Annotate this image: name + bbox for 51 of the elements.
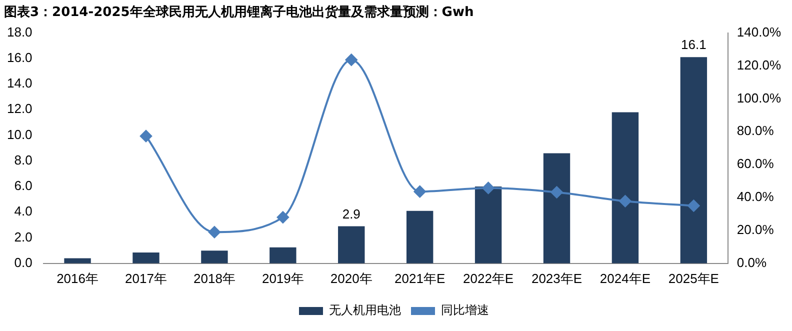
legend-label: 无人机用电池 — [329, 303, 401, 318]
point — [550, 186, 563, 198]
x-tick-label: 2022年E — [463, 270, 514, 286]
point — [482, 182, 494, 194]
chart-title: 图表3：2014-2025年全球民用无人机用锂离子电池出货量及需求量预测：Gwh — [4, 4, 474, 21]
y-tick-label: 18.0 — [6, 24, 32, 40]
x-tick-label: 2018年 — [193, 270, 236, 286]
x-tick-label: 2025年E — [668, 270, 720, 286]
bar — [680, 57, 708, 264]
data-label: 16.1 — [681, 37, 706, 52]
y2-tick-label: 140.0% — [736, 24, 782, 40]
point — [276, 211, 289, 224]
y-tick-label: 0.0 — [14, 254, 32, 270]
y2-tick-label: 120.0% — [736, 57, 782, 72]
x-tick-label: 2021年E — [394, 270, 446, 286]
point — [414, 186, 426, 198]
bar — [406, 210, 434, 264]
x-tick-label: 2017年 — [125, 270, 167, 286]
point — [345, 54, 358, 66]
x-tick-label: 2023年E — [531, 270, 582, 286]
y-tick-label: 12.0 — [6, 101, 32, 116]
y2-tick-label: 80.0% — [736, 123, 774, 138]
x-tick-label: 2024年E — [600, 270, 651, 286]
bar — [132, 252, 160, 264]
y2-tick-label: 20.0% — [736, 222, 774, 238]
bar — [474, 186, 502, 264]
x-tick-label: 2016年 — [56, 270, 98, 286]
bar — [270, 247, 296, 264]
bar — [612, 112, 639, 264]
point — [208, 226, 220, 238]
y-tick-label: 2.0 — [14, 229, 32, 244]
bar — [338, 226, 365, 264]
y2-tick-label: 100.0% — [736, 90, 782, 106]
y-tick-label: 16.0 — [6, 50, 32, 65]
y2-tick-label: 0.0% — [736, 254, 767, 270]
y-tick-label: 10.0 — [6, 126, 32, 142]
bar — [201, 250, 228, 264]
legend-label: 同比增速 — [441, 303, 489, 318]
y2-tick-label: 40.0% — [736, 189, 774, 204]
point — [619, 195, 632, 208]
x-tick-label: 2020年 — [330, 270, 372, 286]
data-label: 2.9 — [342, 206, 360, 222]
x-tick-label: 2019年 — [262, 270, 304, 286]
point — [140, 130, 152, 142]
point — [688, 200, 700, 212]
y2-tick-label: 60.0% — [736, 156, 774, 172]
y-tick-label: 6.0 — [14, 178, 32, 194]
y-tick-label: 4.0 — [14, 204, 32, 219]
y-tick-label: 8.0 — [14, 152, 32, 168]
bar — [543, 153, 570, 264]
y-tick-label: 14.0 — [6, 76, 32, 91]
